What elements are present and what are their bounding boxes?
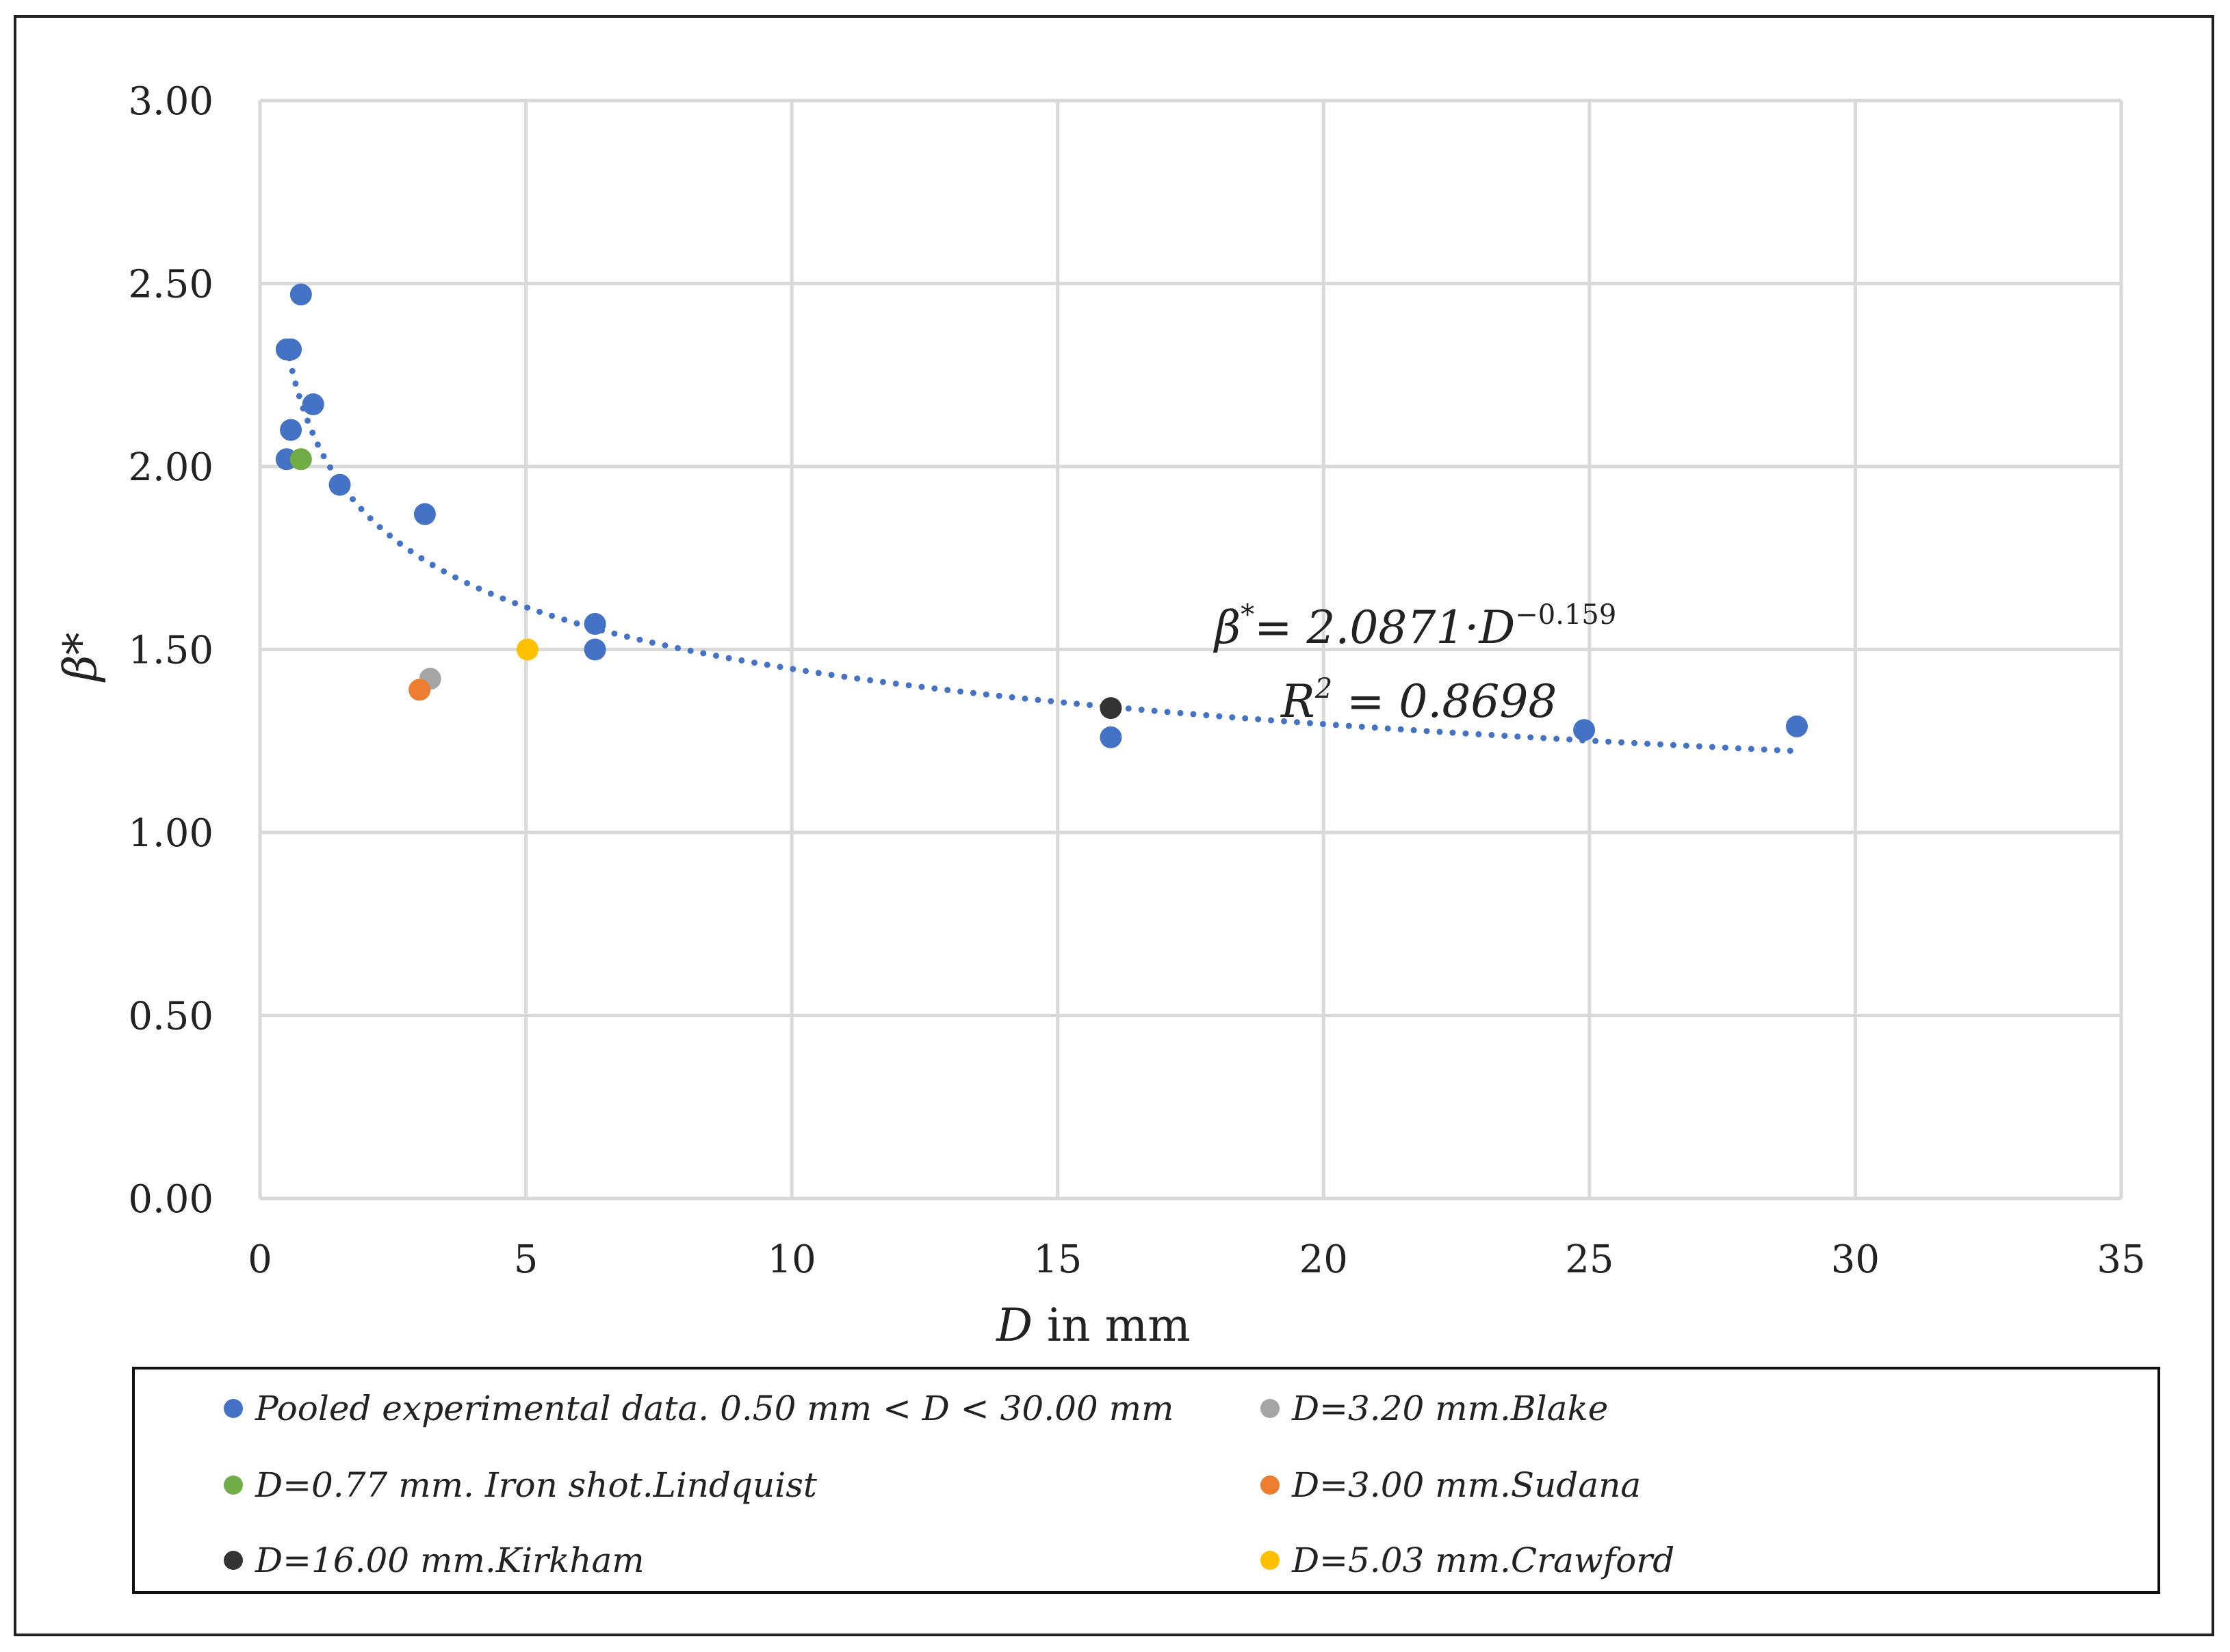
y-tick-label: 0.00: [128, 1177, 213, 1222]
legend-item: D=0.77 mm. Iron shot.Lindquist: [224, 1465, 817, 1505]
data-point-series-0: [1785, 715, 1808, 737]
trend-equation: β*= 2.0871·D−0.159: [1213, 599, 1616, 654]
data-point-series-0: [584, 613, 606, 635]
x-tick-label: 20: [1299, 1237, 1348, 1282]
y-tick-label: 3.00: [128, 79, 213, 124]
data-point-series-0: [1100, 726, 1122, 748]
x-tick-label: 10: [768, 1237, 816, 1282]
r-squared-label: R2 = 0.8698: [1280, 673, 1557, 728]
legend-item: D=3.20 mm.Blake: [1260, 1389, 1608, 1428]
legend-marker: [224, 1551, 243, 1570]
legend-item: D=3.00 mm.Sudana: [1260, 1465, 1641, 1505]
trendline: [283, 342, 1800, 755]
legend: Pooled experimental data. 0.50 mm < D < …: [132, 1367, 2160, 1594]
legend-marker: [224, 1399, 243, 1418]
data-point-series-0: [584, 638, 606, 661]
grid-lines: [258, 99, 2123, 1201]
data-points: [275, 283, 1808, 748]
figure-frame: [14, 15, 2214, 1636]
x-tick-label: 5: [514, 1237, 539, 1282]
data-point-series-4: [1100, 697, 1122, 720]
data-point-series-0: [302, 393, 324, 416]
legend-item: D=5.03 mm.Crawford: [1260, 1540, 1674, 1580]
data-point-series-0: [1573, 719, 1596, 742]
x-tick-label: 15: [1033, 1237, 1082, 1282]
data-point-series-0: [328, 473, 351, 496]
data-point-series-0: [413, 503, 436, 525]
x-tick-label: 35: [2097, 1237, 2145, 1282]
data-point-series-0: [289, 283, 312, 306]
legend-label: D=5.03 mm.Crawford: [1292, 1540, 1675, 1580]
legend-item: D=16.00 mm.Kirkham: [224, 1540, 645, 1580]
legend-label: D=16.00 mm.Kirkham: [255, 1540, 645, 1580]
data-point-series-5: [516, 638, 539, 661]
legend-item: Pooled experimental data. 0.50 mm < D < …: [224, 1389, 1174, 1428]
tick-labels: 0.00 0.50 1.00 1.50 2.00 2.50 3.00 0 5 10 15 20 25 30…: [128, 79, 2145, 1282]
y-tick-label: 0.50: [128, 995, 213, 1039]
x-tick-label: 30: [1831, 1237, 1880, 1282]
x-tick-label: 0: [248, 1237, 272, 1282]
legend-label: D=3.00 mm.Sudana: [1292, 1465, 1642, 1505]
y-axis-label: β*: [54, 632, 107, 683]
y-tick-label: 1.00: [128, 811, 213, 856]
legend-marker: [1260, 1551, 1280, 1570]
x-tick-label: 25: [1565, 1237, 1613, 1282]
legend-marker: [1260, 1399, 1280, 1418]
y-tick-label: 2.00: [128, 445, 213, 490]
legend-label: D=0.77 mm. Iron shot.Lindquist: [255, 1465, 817, 1505]
data-point-series-0: [280, 338, 302, 360]
y-tick-label: 1.50: [128, 629, 213, 673]
legend-marker: [1260, 1476, 1280, 1495]
data-point-series-0: [280, 419, 302, 441]
y-tick-label: 2.50: [128, 263, 213, 307]
legend-marker: [224, 1476, 243, 1495]
data-point-series-2: [289, 448, 312, 471]
data-point-series-3: [409, 679, 431, 701]
legend-label: Pooled experimental data. 0.50 mm < D < …: [255, 1389, 1174, 1428]
x-axis-label: D in mm: [996, 1299, 1191, 1352]
legend-label: D=3.20 mm.Blake: [1292, 1389, 1609, 1428]
